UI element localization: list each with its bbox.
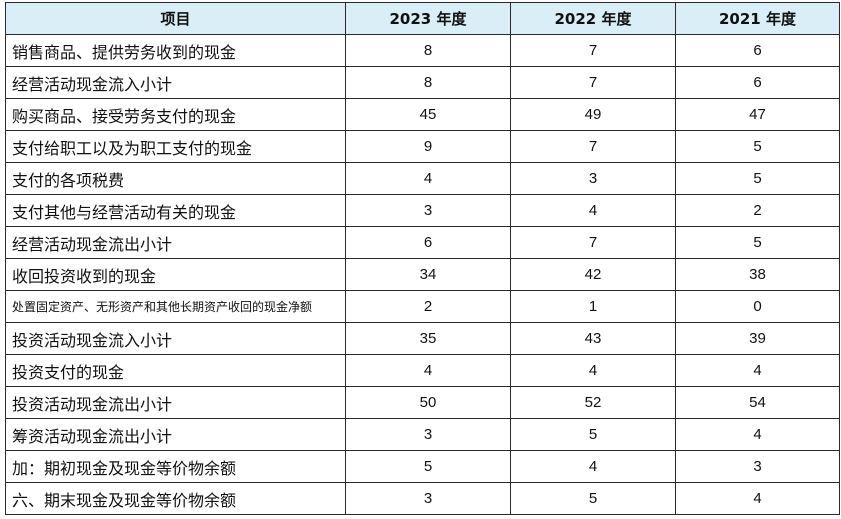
row-label: 经营活动现金流入小计	[5, 66, 346, 99]
row-label: 筹资活动现金流出小计	[5, 418, 346, 451]
cell-2021: 4	[675, 482, 840, 515]
cell-2022: 1	[510, 290, 676, 323]
cell-2021: 47	[675, 98, 840, 131]
cell-2022: 5	[510, 418, 676, 451]
cell-2021: 6	[675, 66, 840, 99]
cell-2022: 4	[510, 194, 676, 227]
cell-2021: 4	[675, 418, 840, 451]
header-row: 项目 2023 年度 2022 年度 2021 年度	[5, 2, 840, 35]
table-row: 收回投资收到的现金 34 42 38	[5, 258, 840, 291]
cell-2021: 2	[675, 194, 840, 227]
cell-2023: 3	[345, 482, 511, 515]
cell-2023: 3	[345, 194, 511, 227]
cell-2021: 3	[675, 450, 840, 483]
cell-2021: 0	[675, 290, 840, 323]
table-row: 经营活动现金流入小计 8 7 6	[5, 66, 840, 99]
cell-2022: 7	[510, 34, 676, 67]
cell-2023: 5	[345, 450, 511, 483]
cell-2023: 6	[345, 226, 511, 259]
cell-2022: 4	[510, 450, 676, 483]
cell-2023: 35	[345, 322, 511, 355]
row-label: 支付其他与经营活动有关的现金	[5, 194, 346, 227]
cell-2022: 3	[510, 162, 676, 195]
cell-2023: 9	[345, 130, 511, 163]
table-row: 购买商品、接受劳务支付的现金 45 49 47	[5, 98, 840, 131]
cell-2021: 4	[675, 354, 840, 387]
table-row: 处置固定资产、无形资产和其他长期资产收回的现金净额 2 1 0	[5, 290, 840, 323]
cell-2022: 7	[510, 226, 676, 259]
cell-2021: 39	[675, 322, 840, 355]
cell-2021: 5	[675, 162, 840, 195]
cell-2023: 8	[345, 66, 511, 99]
table-row: 加：期初现金及现金等价物余额 5 4 3	[5, 450, 840, 483]
cell-2023: 34	[345, 258, 511, 291]
table-row: 支付其他与经营活动有关的现金 3 4 2	[5, 194, 840, 227]
cell-2021: 38	[675, 258, 840, 291]
cell-2022: 42	[510, 258, 676, 291]
cell-2023: 8	[345, 34, 511, 67]
table-row: 支付给职工以及为职工支付的现金 9 7 5	[5, 130, 840, 163]
cell-2023: 4	[345, 354, 511, 387]
row-label: 支付给职工以及为职工支付的现金	[5, 130, 346, 163]
cell-2022: 52	[510, 386, 676, 419]
table-row: 投资活动现金流出小计 50 52 54	[5, 386, 840, 419]
row-label: 加：期初现金及现金等价物余额	[5, 450, 346, 483]
cell-2021: 5	[675, 226, 840, 259]
cell-2022: 7	[510, 130, 676, 163]
row-label: 投资活动现金流出小计	[5, 386, 346, 419]
row-label: 投资活动现金流入小计	[5, 322, 346, 355]
cell-2022: 7	[510, 66, 676, 99]
row-label: 经营活动现金流出小计	[5, 226, 346, 259]
table-row: 销售商品、提供劳务收到的现金 8 7 6	[5, 34, 840, 67]
table-row: 支付的各项税费 4 3 5	[5, 162, 840, 195]
column-header-2022: 2022 年度	[510, 2, 676, 35]
cell-2023: 4	[345, 162, 511, 195]
row-label: 收回投资收到的现金	[5, 258, 346, 291]
cell-2021: 5	[675, 130, 840, 163]
row-label: 购买商品、接受劳务支付的现金	[5, 98, 346, 131]
table-row: 六、期末现金及现金等价物余额 3 5 4	[5, 482, 840, 515]
row-label: 六、期末现金及现金等价物余额	[5, 482, 346, 515]
cell-2023: 3	[345, 418, 511, 451]
cell-2022: 49	[510, 98, 676, 131]
row-label: 投资支付的现金	[5, 354, 346, 387]
cell-2023: 50	[345, 386, 511, 419]
cell-2023: 2	[345, 290, 511, 323]
cell-2022: 43	[510, 322, 676, 355]
row-label: 处置固定资产、无形资产和其他长期资产收回的现金净额	[5, 290, 346, 323]
column-header-2021: 2021 年度	[675, 2, 840, 35]
row-label: 销售商品、提供劳务收到的现金	[5, 34, 346, 67]
cell-2022: 4	[510, 354, 676, 387]
cell-2021: 6	[675, 34, 840, 67]
table-row: 经营活动现金流出小计 6 7 5	[5, 226, 840, 259]
cell-2021: 54	[675, 386, 840, 419]
table-row: 筹资活动现金流出小计 3 5 4	[5, 418, 840, 451]
table-row: 投资活动现金流入小计 35 43 39	[5, 322, 840, 355]
column-header-2023: 2023 年度	[345, 2, 511, 35]
cash-flow-table: 项目 2023 年度 2022 年度 2021 年度 销售商品、提供劳务收到的现…	[5, 2, 840, 515]
row-label: 支付的各项税费	[5, 162, 346, 195]
cell-2022: 5	[510, 482, 676, 515]
table-row: 投资支付的现金 4 4 4	[5, 354, 840, 387]
column-header-item: 项目	[5, 2, 346, 35]
cell-2023: 45	[345, 98, 511, 131]
